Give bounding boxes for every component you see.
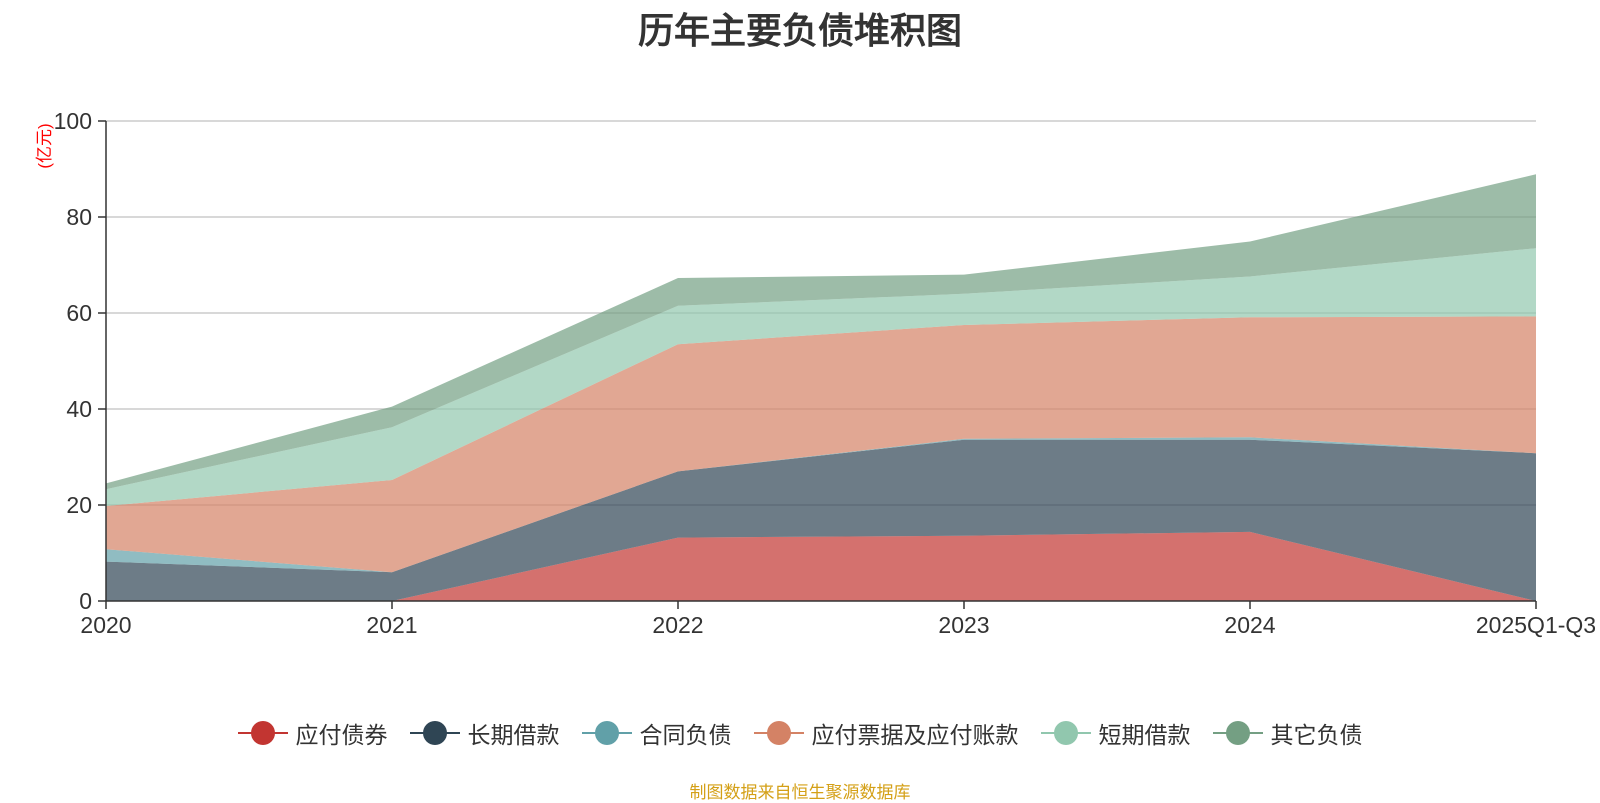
- y-tick-label: 100: [54, 108, 92, 134]
- x-tick-label: 2021: [366, 612, 417, 638]
- legend-label: 应付债券: [295, 722, 388, 748]
- legend-item-4[interactable]: 短期借款: [1040, 716, 1191, 750]
- legend-marker-icon: [1212, 721, 1263, 745]
- legend-item-1[interactable]: 长期借款: [409, 716, 560, 750]
- area-series-1: [106, 439, 1536, 601]
- legend-marker-icon: [753, 721, 804, 745]
- area-series-3: [106, 316, 1536, 573]
- y-tick-label: 80: [66, 204, 92, 230]
- legend: 应付债券 长期借款 合同负债 应付票据及应付账款 短期借款 其它负债: [0, 716, 1600, 750]
- chart-title: 历年主要负债堆积图: [637, 10, 962, 51]
- legend-label: 长期借款: [467, 722, 560, 748]
- legend-item-2[interactable]: 合同负债: [581, 716, 732, 750]
- y-tick-label: 0: [79, 588, 92, 614]
- legend-marker-icon: [581, 721, 632, 745]
- x-tick-label: 2024: [1224, 612, 1275, 638]
- legend-marker-icon: [1040, 721, 1091, 745]
- axis-layer: 0 20 40 60 80 100 2020 2021 2022 2023 2024 2025Q1-Q…: [54, 108, 1596, 638]
- y-tick-label: 40: [66, 396, 92, 422]
- legend-item-5[interactable]: 其它负债: [1212, 716, 1363, 750]
- y-axis-unit-label: (亿元): [35, 123, 54, 168]
- area-series-0: [106, 531, 1536, 601]
- legend-label: 其它负债: [1270, 722, 1363, 748]
- x-tick-label: 2020: [80, 612, 131, 638]
- area-series-4: [106, 248, 1536, 506]
- legend-marker-icon: [237, 721, 288, 745]
- x-tick-label: 2022: [652, 612, 703, 638]
- area-layer: [106, 174, 1536, 601]
- x-tick-label: 2023: [938, 612, 989, 638]
- legend-label: 短期借款: [1098, 722, 1191, 748]
- legend-item-3[interactable]: 应付票据及应付账款: [753, 716, 1019, 750]
- y-tick-label: 60: [66, 300, 92, 326]
- source-note: 制图数据来自恒生聚源数据库: [689, 783, 911, 802]
- legend-label: 合同负债: [639, 722, 732, 748]
- area-series-5: [106, 174, 1536, 490]
- x-tick-label: 2025Q1-Q3: [1476, 612, 1596, 638]
- y-tick-label: 20: [66, 492, 92, 518]
- legend-marker-icon: [409, 721, 460, 745]
- legend-label: 应付票据及应付账款: [811, 722, 1019, 748]
- legend-item-0[interactable]: 应付债券: [237, 716, 388, 750]
